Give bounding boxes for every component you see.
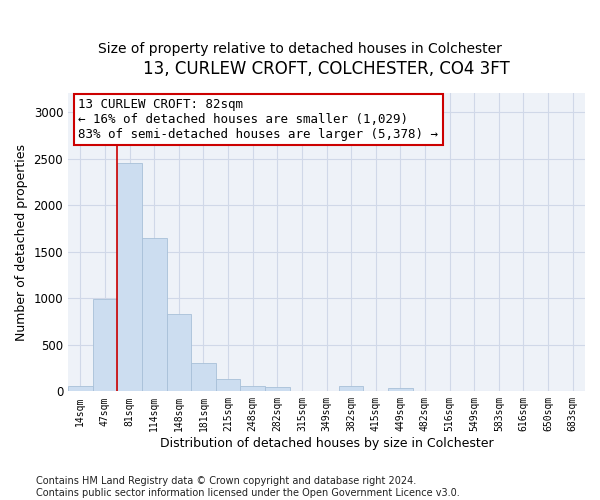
Bar [241,386,265,392]
Text: Contains HM Land Registry data © Crown copyright and database right 2024.
Contai: Contains HM Land Registry data © Crown c… [36,476,460,498]
Text: Size of property relative to detached houses in Colchester: Size of property relative to detached ho… [98,42,502,56]
Bar [216,379,241,392]
X-axis label: Distribution of detached houses by size in Colchester: Distribution of detached houses by size … [160,437,493,450]
Title: 13, CURLEW CROFT, COLCHESTER, CO4 3FT: 13, CURLEW CROFT, COLCHESTER, CO4 3FT [143,60,510,78]
Bar [142,238,167,392]
Bar [191,364,216,392]
Bar [117,164,142,392]
Bar [167,314,191,392]
Text: 13 CURLEW CROFT: 82sqm
← 16% of detached houses are smaller (1,029)
83% of semi-: 13 CURLEW CROFT: 82sqm ← 16% of detached… [79,98,439,141]
Bar [339,386,364,392]
Bar [388,388,413,392]
Bar [68,386,92,392]
Bar [92,299,117,392]
Bar [265,386,290,392]
Y-axis label: Number of detached properties: Number of detached properties [15,144,28,341]
